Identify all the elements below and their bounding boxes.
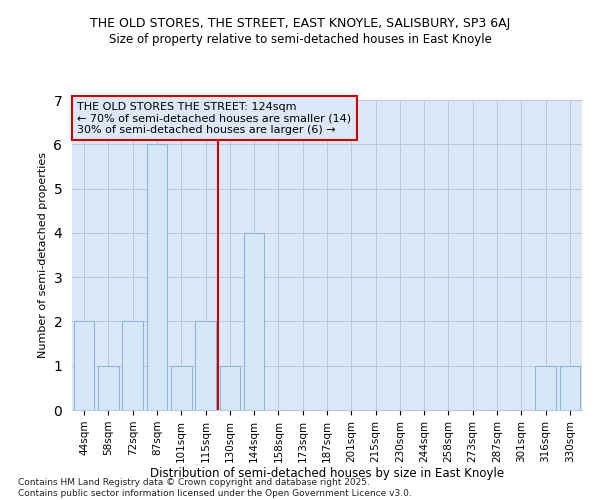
- Bar: [535, 366, 556, 410]
- Text: Contains HM Land Registry data © Crown copyright and database right 2025.
Contai: Contains HM Land Registry data © Crown c…: [18, 478, 412, 498]
- Bar: [244, 233, 265, 410]
- Bar: [98, 366, 119, 410]
- Text: THE OLD STORES THE STREET: 124sqm
← 70% of semi-detached houses are smaller (14): THE OLD STORES THE STREET: 124sqm ← 70% …: [77, 102, 351, 134]
- Text: THE OLD STORES, THE STREET, EAST KNOYLE, SALISBURY, SP3 6AJ: THE OLD STORES, THE STREET, EAST KNOYLE,…: [90, 18, 510, 30]
- Bar: [195, 322, 216, 410]
- Bar: [122, 322, 143, 410]
- Bar: [74, 322, 94, 410]
- Y-axis label: Number of semi-detached properties: Number of semi-detached properties: [38, 152, 48, 358]
- Bar: [146, 144, 167, 410]
- Bar: [560, 366, 580, 410]
- Text: Size of property relative to semi-detached houses in East Knoyle: Size of property relative to semi-detach…: [109, 32, 491, 46]
- Bar: [220, 366, 240, 410]
- Bar: [171, 366, 191, 410]
- X-axis label: Distribution of semi-detached houses by size in East Knoyle: Distribution of semi-detached houses by …: [150, 468, 504, 480]
